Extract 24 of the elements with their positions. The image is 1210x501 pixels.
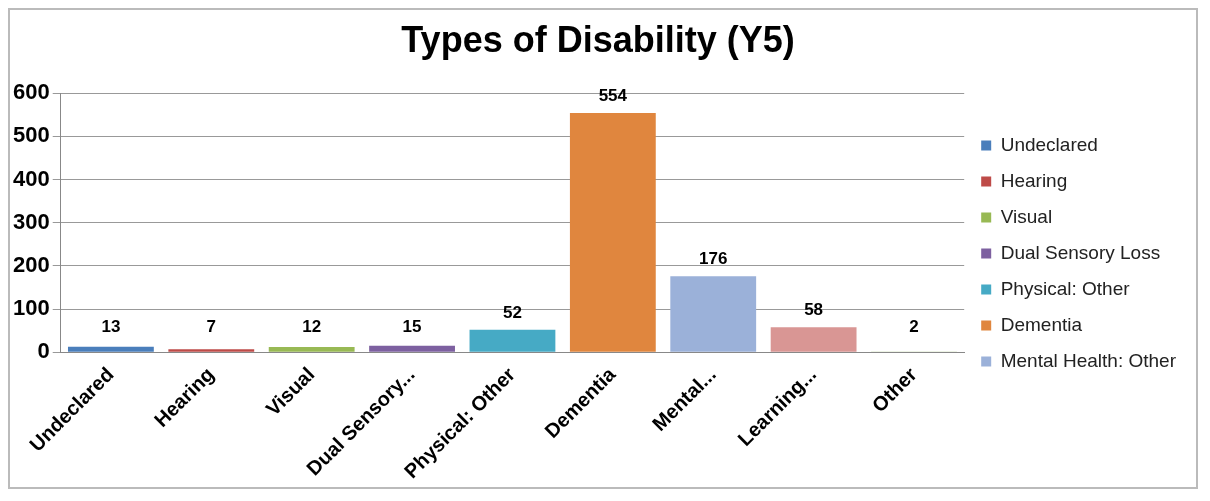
y-tick-label: 200 (12, 251, 50, 277)
y-tick-label: 600 (12, 79, 50, 105)
data-label: 176 (699, 249, 728, 269)
y-tick-label: 300 (12, 208, 50, 234)
data-label: 58 (804, 300, 824, 320)
y-tick-label: 0 (37, 338, 50, 364)
data-label: 52 (502, 303, 522, 323)
legend-label: Physical: Other (1000, 277, 1131, 299)
y-tick-label: 500 (12, 122, 50, 148)
legend-label: Hearing (1000, 169, 1068, 191)
y-tick-label: 400 (12, 165, 50, 191)
legend-label: Undeclared (1000, 133, 1098, 155)
data-label: 12 (302, 317, 322, 337)
data-label: 15 (402, 317, 422, 337)
chart-title: Types of Disability (Y5) (401, 18, 795, 60)
data-label: 554 (598, 86, 628, 106)
data-label: 13 (101, 317, 121, 337)
y-tick-label: 100 (12, 295, 50, 321)
legend-label: Dementia (1000, 313, 1083, 335)
data-label: 2 (909, 317, 919, 337)
legend-label: Dual Sensory Loss (1000, 241, 1161, 263)
data-label: 7 (206, 317, 217, 337)
legend-label: Visual (1000, 205, 1053, 227)
legend-label: Mental Health: Other (1000, 349, 1177, 371)
